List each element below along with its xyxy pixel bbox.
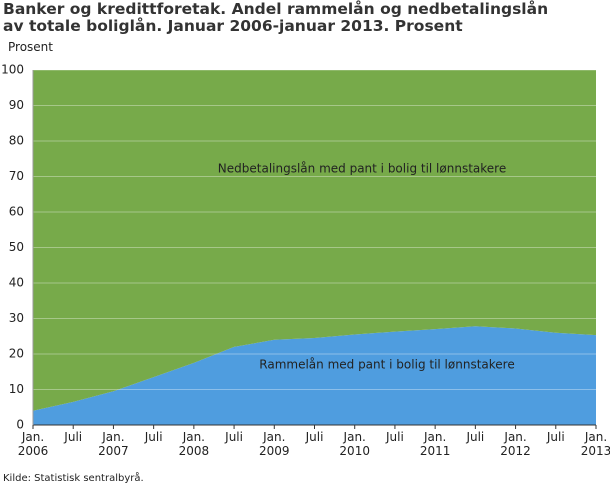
y-tick-label: 70 [9,169,24,183]
y-tick-label: 50 [9,240,24,254]
y-tick-label: 100 [1,63,24,77]
x-tick-label: Jan. 2012 [500,430,531,458]
x-tick-label: Jan. 2010 [339,430,370,458]
y-tick-label: 90 [9,98,24,112]
x-tick-label: Juli [466,430,485,444]
y-axis-label: Prosent [8,40,53,54]
x-tick-label: Juli [386,430,404,444]
series-label: Nedbetalingslån med pant i bolig til løn… [218,162,506,176]
series-label: Rammelån med pant i bolig til lønnstaker… [259,358,514,372]
source: Kilde: Statistisk sentralbyrå. [3,473,144,484]
area [33,326,596,425]
area [33,70,596,411]
x-tick-label: Jan. 2011 [419,430,451,458]
y-tick-label: 0 [16,418,24,432]
y-tick-label: 20 [9,347,24,361]
x-tick-label: Juli [546,430,565,444]
y-tick-label: 30 [9,311,24,325]
chart-title: Banker og kredittforetak. Andel rammelån… [3,0,549,35]
x-tick-label: Juli [305,430,324,444]
y-tick-label: 40 [9,276,24,290]
x-tick-label: Jan. 2008 [178,430,210,458]
x-tick-label: Jan. 2007 [98,430,129,458]
y-tick-label: 10 [9,382,24,396]
x-tick-label: Juli [144,430,163,444]
y-tick-label: 60 [9,205,24,219]
x-tick-label: Jan. 2009 [259,430,290,458]
x-tick-label: Jan. 2013 [580,430,610,458]
x-tick-label: Juli [225,430,243,444]
x-tick-label: Jan. 2006 [17,430,49,458]
y-tick-label: 80 [9,134,24,148]
x-tick-label: Juli [64,430,83,444]
